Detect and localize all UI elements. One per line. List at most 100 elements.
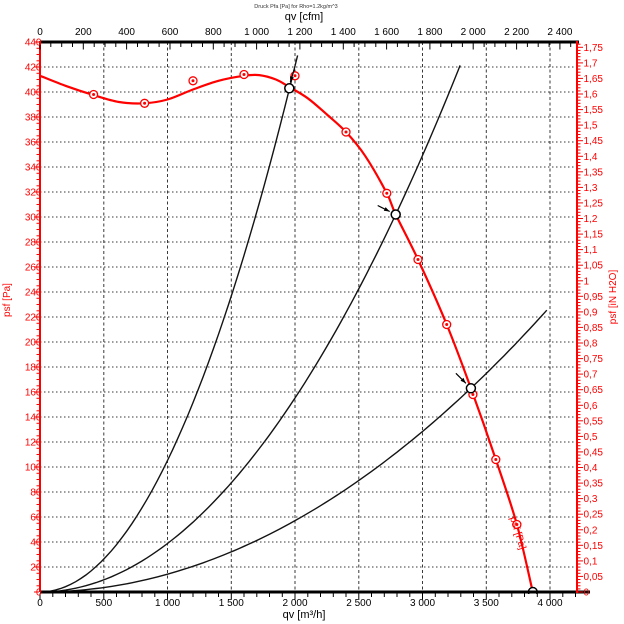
right-tick-label: 1,65 [584, 74, 604, 85]
fan-curve [40, 73, 538, 594]
right-tick-label: 0,85 [584, 323, 604, 334]
top-tick-label: 2 400 [547, 27, 572, 38]
right-tick-label: 0,7 [584, 370, 598, 381]
right-tick-label: 0,65 [584, 385, 604, 396]
left-tick-label: 80 [30, 488, 42, 499]
right-axis-title: psf [iN H2O] [608, 270, 619, 325]
bottom-axis-title: qv [m³/h] [283, 609, 326, 621]
right-tick-label: 0,35 [584, 479, 604, 490]
top-tick-label: 1 000 [244, 27, 269, 38]
right-tick-label: 1,3 [584, 183, 598, 194]
right-tick-label: 0,9 [584, 307, 598, 318]
bottom-tick-label: 1 000 [155, 598, 180, 609]
right-tick-label: 0,45 [584, 447, 604, 458]
right-tick-label: 0,4 [584, 463, 598, 474]
top-axis-title: qv [cfm] [285, 11, 324, 23]
right-tick-label: 0,2 [584, 525, 598, 536]
gridlines [40, 42, 577, 592]
left-tick-label: 100 [25, 463, 42, 474]
top-tick-label: 1 600 [374, 27, 399, 38]
right-tick-label: 0,95 [584, 292, 604, 303]
right-tick-label: 1,1 [584, 245, 598, 256]
right-tick-label: 1,05 [584, 261, 604, 272]
right-tick-label: 0,05 [584, 572, 604, 583]
left-tick-label: 420 [25, 63, 42, 74]
right-tick-label: 0,75 [584, 354, 604, 365]
right-tick-label: 1 [584, 276, 590, 287]
tick-labels: 0 200 400 600 800 1 000 1 200 1 400 1 600 1 800 2 … [25, 27, 604, 609]
bottom-tick-label: 2 000 [282, 598, 307, 609]
chart-title: Druck Pfa [Pa] for Rho=1.2kg/m^3 [254, 4, 337, 10]
right-tick-label: 1,6 [584, 90, 598, 101]
right-tick-label: 0,8 [584, 339, 598, 350]
right-tick-label: 0,55 [584, 416, 604, 427]
left-tick-label: 140 [25, 413, 42, 424]
operating-point-marker [465, 383, 477, 394]
top-tick-label: 400 [118, 27, 135, 38]
right-tick-label: 0,6 [584, 401, 598, 412]
bottom-tick-label: 0 [37, 598, 43, 609]
operating-point-marker [390, 209, 401, 220]
left-tick-label: 180 [25, 363, 42, 374]
bottom-tick-label: 3 500 [474, 598, 499, 609]
axis-ticks [34, 41, 583, 600]
right-tick-label: 1,2 [584, 214, 598, 225]
right-tick-label: 1,15 [584, 230, 604, 241]
left-tick-label: 280 [25, 238, 42, 249]
top-tick-label: 800 [205, 27, 222, 38]
fan-curve-label: psf [Pa] [507, 515, 527, 551]
left-tick-label: 160 [25, 388, 42, 399]
top-tick-label: 600 [162, 27, 179, 38]
top-tick-label: 1 800 [417, 27, 442, 38]
operating-points [284, 69, 477, 394]
left-tick-label: 60 [30, 513, 42, 524]
left-tick-label: 240 [25, 288, 42, 299]
left-tick-label: 260 [25, 263, 42, 274]
bottom-tick-label: 3 000 [410, 598, 435, 609]
top-tick-label: 200 [75, 27, 92, 38]
left-tick-label: 200 [25, 338, 42, 349]
right-tick-label: 0,3 [584, 494, 598, 505]
right-tick-label: 0 [584, 588, 590, 599]
left-axis-title: psf [Pa] [2, 283, 13, 317]
right-tick-label: 1,25 [584, 198, 604, 209]
left-tick-label: 440 [25, 38, 42, 49]
left-tick-label: 220 [25, 313, 42, 324]
top-tick-label: 1 200 [287, 27, 312, 38]
left-tick-label: 340 [25, 163, 42, 174]
right-tick-label: 0,1 [584, 556, 598, 567]
bottom-tick-label: 2 500 [346, 598, 371, 609]
right-tick-label: 1,35 [584, 167, 604, 178]
top-tick-label: 1 400 [331, 27, 356, 38]
top-tick-label: 2 200 [504, 27, 529, 38]
left-tick-label: 400 [25, 88, 42, 99]
left-tick-label: 40 [30, 538, 42, 549]
left-tick-label: 380 [25, 113, 42, 124]
top-tick-label: 0 [37, 27, 43, 38]
right-tick-label: 1,45 [584, 136, 604, 147]
bottom-tick-label: 4 000 [537, 598, 562, 609]
left-tick-label: 320 [25, 188, 42, 199]
fan-curve-markers [88, 69, 522, 530]
right-tick-label: 0,5 [584, 432, 598, 443]
right-tick-label: 1,7 [584, 58, 598, 69]
right-tick-label: 0,15 [584, 541, 604, 552]
left-tick-label: 0 [36, 588, 42, 599]
left-tick-label: 300 [25, 213, 42, 224]
operating-point-marker [284, 83, 295, 94]
system-resistance-curves [40, 55, 548, 593]
right-tick-label: 0,25 [584, 510, 604, 521]
right-tick-label: 1,75 [584, 43, 604, 54]
left-tick-label: 360 [25, 138, 42, 149]
left-tick-label: 120 [25, 438, 42, 449]
right-tick-label: 1,4 [584, 152, 598, 163]
right-tick-label: 1,55 [584, 105, 604, 116]
axis-lines [39, 40, 590, 594]
right-tick-label: 1,5 [584, 121, 598, 132]
top-tick-label: 2 000 [461, 27, 486, 38]
left-tick-label: 20 [30, 563, 42, 574]
bottom-tick-label: 1 500 [219, 598, 244, 609]
bottom-tick-label: 500 [95, 598, 112, 609]
